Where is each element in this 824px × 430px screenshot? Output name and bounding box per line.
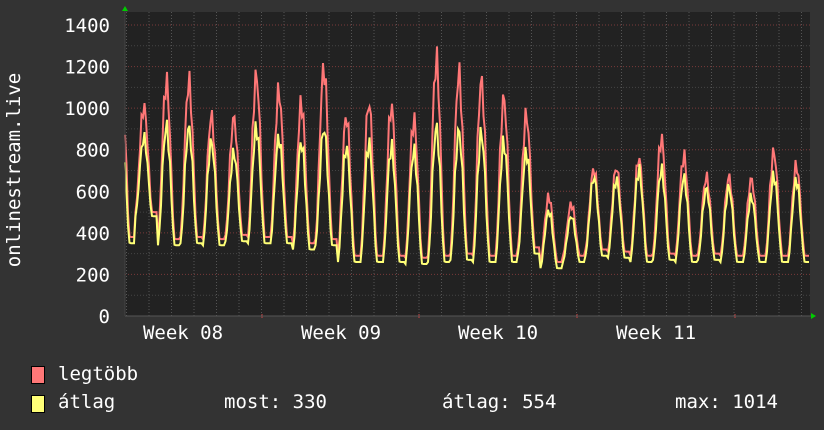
x-tick-label: Week 09 (301, 322, 381, 344)
y-tick-label: 1400 (64, 15, 110, 37)
y-tick-label: 800 (76, 140, 110, 162)
y-axis-label: onlinestream.live (3, 73, 25, 267)
y-tick-label: 1200 (64, 57, 110, 79)
y-axis-arrow-icon (122, 6, 128, 11)
y-tick-label: 200 (76, 264, 110, 286)
x-tick-label: Week 10 (458, 322, 538, 344)
series-line-average (124, 119, 809, 270)
stat-max: max: 1014 (675, 391, 778, 413)
stat-average: átlag: 554 (442, 391, 557, 413)
stat-now: most: 330 (224, 391, 327, 413)
legend-swatch-max (31, 366, 45, 384)
y-tick-label: 1000 (64, 98, 110, 120)
y-tick-label: 0 (99, 306, 110, 328)
legend-swatch-avg (31, 395, 45, 413)
plot-area (125, 12, 810, 316)
y-tick-label: 400 (76, 223, 110, 245)
legend-label-max: legtöbb (58, 363, 139, 385)
x-tick-label: Week 08 (143, 322, 223, 344)
legend-label-avg: átlag (58, 391, 116, 413)
x-tick-label: Week 11 (616, 322, 696, 344)
y-tick-label: 600 (76, 181, 110, 203)
x-axis-arrow-icon (811, 313, 816, 319)
